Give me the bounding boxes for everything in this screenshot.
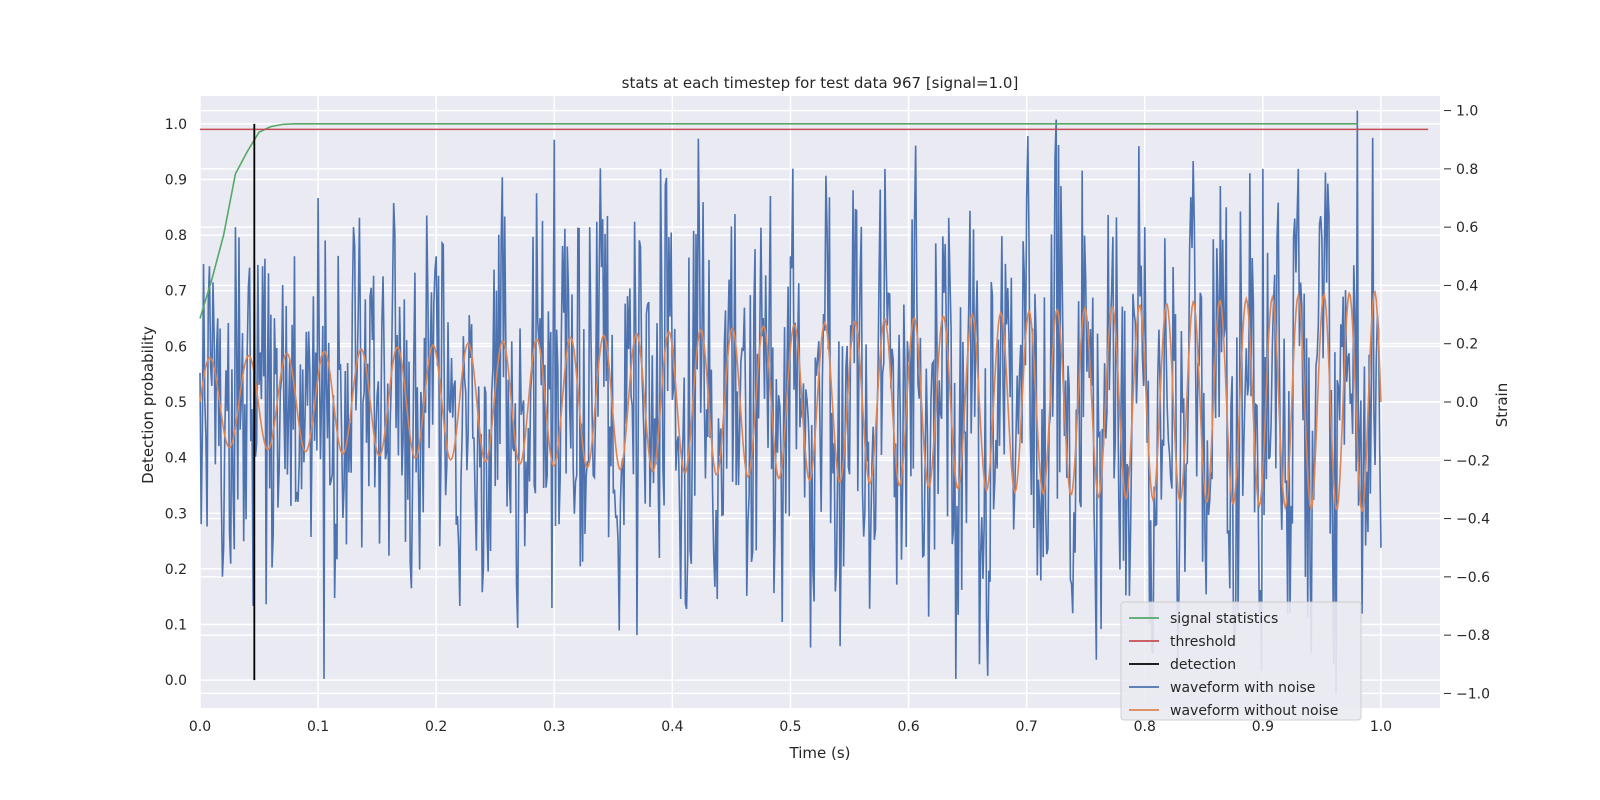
x-tick-label: 0.2 bbox=[425, 719, 447, 735]
x-axis: 0.0 0.1 0.2 0.3 0.4 0.5 0.6 0.7 0.8 0.9 1.0 bbox=[189, 719, 1392, 735]
x-tick-label: 0.3 bbox=[543, 719, 565, 735]
legend-label: waveform with noise bbox=[1170, 680, 1315, 696]
legend-label: signal statistics bbox=[1170, 611, 1278, 627]
y-right-tick-label: 1.0 bbox=[1456, 104, 1478, 120]
y-right-tick-label: −0.2 bbox=[1456, 453, 1490, 469]
y-right-tick-label: 0.8 bbox=[1456, 162, 1478, 178]
y-left-tick-label: 0.1 bbox=[165, 618, 187, 634]
x-tick-label: 0.6 bbox=[897, 719, 919, 735]
legend-label: threshold bbox=[1170, 634, 1236, 650]
y-right-tick-label: 0.4 bbox=[1456, 278, 1478, 294]
x-tick-label: 1.0 bbox=[1370, 719, 1392, 735]
y-axis-right-title: Strain bbox=[1493, 383, 1511, 427]
y-left-tick-label: 0.3 bbox=[165, 506, 187, 522]
y-right-tick-label: −0.8 bbox=[1456, 628, 1490, 644]
series-line-waveform-without-noise bbox=[199, 289, 1382, 512]
y-axis-right: −1.0 −0.8 −0.6 −0.4 −0.2 0.0 0.2 0.4 0.6 0.8 1.0 bbox=[1444, 104, 1490, 702]
y-axis-left: 0.0 0.1 0.2 0.3 0.4 0.5 0.6 0.7 0.8 0.9 1.0 bbox=[165, 117, 187, 689]
y-left-tick-label: 0.4 bbox=[165, 451, 187, 467]
x-tick-label: 0.9 bbox=[1252, 719, 1274, 735]
y-left-tick-label: 0.5 bbox=[165, 395, 187, 411]
y-right-tick-label: −0.4 bbox=[1456, 512, 1490, 528]
series-layer bbox=[199, 110, 1429, 694]
y-right-tick-label: 0.2 bbox=[1456, 337, 1478, 353]
y-axis-left-title: Detection probability bbox=[139, 326, 157, 484]
x-tick-label: 0.5 bbox=[779, 719, 801, 735]
y-left-tick-label: 0.2 bbox=[165, 562, 187, 578]
y-right-tick-label: 0.6 bbox=[1456, 220, 1478, 236]
y-right-tick-label: −0.6 bbox=[1456, 570, 1490, 586]
legend-label: detection bbox=[1170, 657, 1236, 673]
y-left-tick-label: 0.0 bbox=[165, 673, 187, 689]
series-line-signal-statistics bbox=[199, 123, 1358, 319]
x-tick-label: 0.4 bbox=[661, 719, 683, 735]
y-left-tick-label: 0.8 bbox=[165, 228, 187, 244]
legend-label: waveform without noise bbox=[1170, 703, 1338, 719]
y-right-tick-label: 0.0 bbox=[1456, 395, 1478, 411]
legend-box bbox=[1120, 601, 1362, 721]
x-tick-label: 0.7 bbox=[1016, 719, 1038, 735]
x-axis-title: Time (s) bbox=[789, 744, 851, 762]
legend: signal statistics threshold detection wavef… bbox=[1120, 601, 1362, 721]
x-tick-label: 0.1 bbox=[307, 719, 329, 735]
y-left-tick-label: 1.0 bbox=[165, 117, 187, 133]
x-tick-label: 0.8 bbox=[1134, 719, 1156, 735]
y-left-tick-label: 0.7 bbox=[165, 284, 187, 300]
y-left-tick-label: 0.9 bbox=[165, 172, 187, 188]
y-right-tick-label: −1.0 bbox=[1456, 686, 1490, 702]
y-left-tick-label: 0.6 bbox=[165, 339, 187, 355]
chart-title: stats at each timestep for test data 967… bbox=[622, 74, 1019, 92]
x-tick-label: 0.0 bbox=[189, 719, 211, 735]
